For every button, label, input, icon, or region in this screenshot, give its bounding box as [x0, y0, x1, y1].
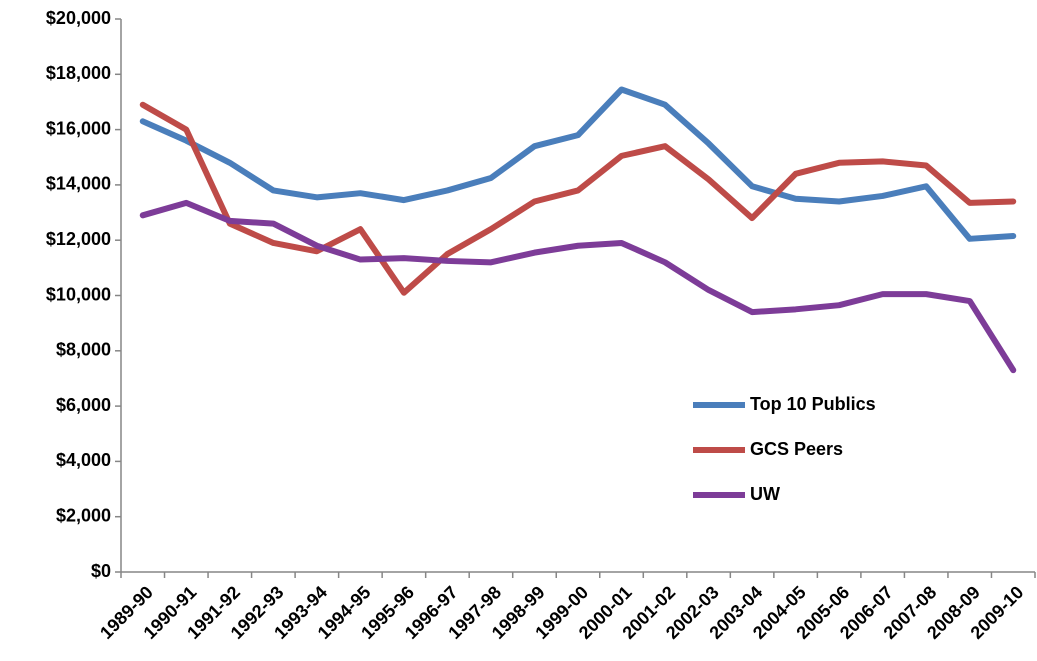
- y-tick-label: $2,000: [56, 505, 111, 525]
- y-tick-label: $6,000: [56, 395, 111, 415]
- series-line: [139, 199, 1017, 374]
- y-tick-label: $18,000: [46, 63, 111, 83]
- y-tick-label: $12,000: [46, 229, 111, 249]
- series-line: [139, 86, 1017, 242]
- y-tick-label: $0: [91, 561, 111, 581]
- y-tick-label: $10,000: [46, 284, 111, 304]
- y-tick-label: $8,000: [56, 340, 111, 360]
- series-line: [139, 101, 1017, 296]
- legend-label: GCS Peers: [750, 439, 843, 459]
- legend-label: UW: [750, 484, 780, 504]
- y-tick-label: $20,000: [46, 8, 111, 28]
- y-tick-label: $16,000: [46, 118, 111, 138]
- y-tick-label: $4,000: [56, 450, 111, 470]
- legend-label: Top 10 Publics: [750, 394, 876, 414]
- y-tick-label: $14,000: [46, 174, 111, 194]
